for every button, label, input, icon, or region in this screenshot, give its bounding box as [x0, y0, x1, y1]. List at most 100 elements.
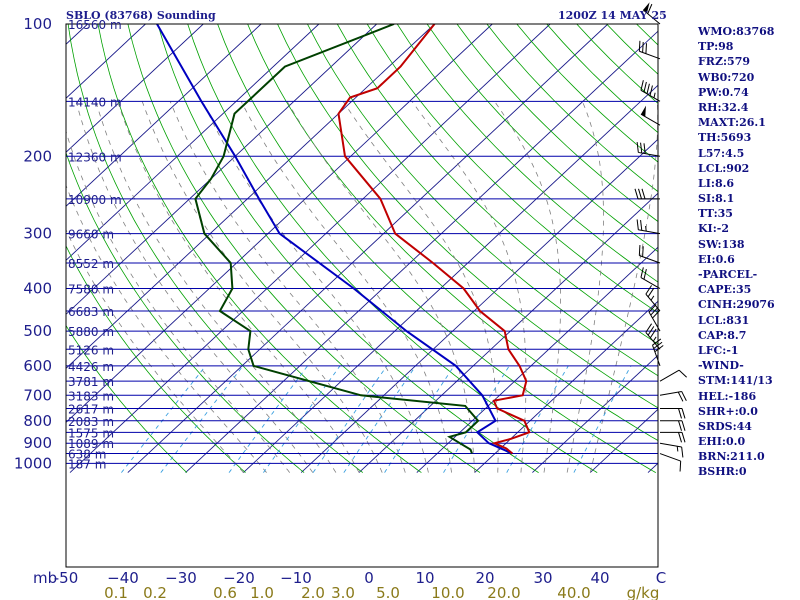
wind-barb-feather — [647, 287, 655, 298]
wind-barb-feather — [643, 143, 646, 154]
wind-barb-feather — [636, 219, 639, 230]
dry-adiabat-line — [366, 24, 658, 314]
temperature-tick-label: -50 — [54, 569, 79, 587]
isotherm-line — [416, 246, 658, 473]
wind-barb-feather — [647, 3, 653, 14]
height-label: 638 m — [68, 448, 106, 462]
wind-barb-feather — [638, 245, 641, 256]
mixing-ratio-line — [573, 365, 632, 473]
isotherm-line — [532, 354, 658, 473]
index-entry: RH:32.4 — [698, 100, 749, 114]
mixing-ratio-line — [228, 365, 308, 473]
isotherm-line — [69, 24, 551, 473]
temperature-tick-label: 20 — [475, 569, 494, 587]
pressure-tick-label: 500 — [23, 322, 52, 340]
height-label: 1575 m — [68, 426, 114, 440]
isotherm-line — [66, 24, 262, 207]
mixing-ratio-line — [443, 365, 510, 473]
wind-barb-feather — [677, 391, 684, 402]
wind-barb-staff — [639, 255, 661, 264]
station-title: SBLO (83768) Sounding — [66, 9, 216, 22]
height-label: 1089 m — [68, 437, 114, 451]
mixing-ratio-tick-label: 0.2 — [143, 584, 167, 600]
wind-barb — [634, 188, 660, 200]
isotherm-line — [66, 24, 435, 369]
wind-barb — [640, 105, 661, 126]
wind-barb-feather — [679, 461, 682, 472]
height-label: 5126 m — [68, 343, 114, 357]
index-entry: MAXT:26.1 — [698, 116, 766, 130]
mixing-ratio-line — [121, 365, 207, 473]
wind-barb-feather — [645, 323, 653, 333]
index-entry: WMO:83768 — [698, 25, 775, 38]
wind-barb-feather — [634, 188, 639, 199]
dry-adiabat-line — [307, 24, 658, 377]
wind-barb-feather — [643, 268, 647, 280]
parcel-trace — [156, 24, 513, 455]
height-label: 14140 m — [68, 95, 122, 109]
index-entry: CINH:29076 — [698, 298, 775, 312]
dry-adiabat-line — [66, 245, 246, 473]
wind-barb — [659, 390, 687, 402]
index-entry: EHI:0.0 — [698, 435, 746, 449]
wind-barb — [652, 338, 664, 367]
wind-barb-feather — [638, 40, 641, 52]
isotherm-line — [243, 84, 658, 473]
pressure-tick-label: 1000 — [14, 454, 52, 472]
index-entry: BSHR:0 — [698, 465, 747, 479]
index-entry: -WIND- — [698, 359, 744, 373]
wind-barb-staff — [659, 390, 682, 396]
wind-barb-staff — [659, 369, 680, 382]
wind-barb — [636, 142, 661, 157]
wind-barb-feather — [640, 80, 644, 91]
wind-barb-feather — [643, 81, 647, 93]
isotherm-line — [127, 24, 609, 473]
wind-barbs — [634, 2, 687, 472]
background-grid — [66, 24, 658, 567]
isotherm-line — [66, 24, 320, 261]
wind-barb-feather — [638, 188, 642, 199]
height-label: 12360 m — [68, 150, 122, 164]
wind-barb-feather — [678, 408, 682, 419]
wind-barb — [645, 285, 661, 312]
wind-barb — [659, 453, 682, 472]
height-label: 10900 m — [68, 193, 122, 207]
mixing-ratio-line — [506, 365, 569, 473]
wind-barb-staff — [638, 151, 661, 157]
height-label: 3183 m — [68, 389, 114, 403]
wind-barb-feather — [650, 307, 659, 316]
dewpoint-trace — [194, 24, 480, 454]
mixing-ratio-tick-label: 40.0 — [557, 584, 590, 600]
height-label: 9660 m — [68, 228, 114, 242]
index-entry: TT:35 — [698, 207, 733, 221]
wind-barb-feather — [678, 420, 682, 431]
wind-barb — [636, 219, 661, 235]
dry-adiabat-line — [336, 24, 658, 345]
height-label: 4426 m — [68, 360, 114, 374]
mixing-ratio-tick-label: 5.0 — [376, 584, 400, 600]
wind-barb-feather — [646, 83, 650, 94]
mixing-ratio-line — [343, 365, 417, 473]
wind-barb-feather — [652, 338, 662, 346]
wind-barb — [648, 304, 661, 332]
dry-adiabat-line — [217, 24, 656, 473]
index-entry: FRZ:579 — [698, 55, 751, 69]
pressure-tick-label: 700 — [23, 386, 52, 404]
temperature-tick-label: −30 — [165, 569, 197, 587]
wind-barb-feather — [642, 42, 644, 53]
mixing-ratio-tick-label: 3.0 — [331, 584, 355, 600]
wind-barb-feather — [681, 408, 686, 419]
temperature-tick-label: −10 — [280, 569, 312, 587]
height-label: 16560 m — [68, 18, 122, 32]
index-entry: WB0:720 — [698, 70, 755, 84]
isotherm-line — [474, 300, 658, 473]
index-entry: TP:98 — [698, 40, 734, 54]
index-entry: SI:8.1 — [698, 192, 735, 206]
dry-adiabat-line — [66, 324, 188, 473]
wind-barb-feather — [678, 432, 682, 443]
wind-barb-feather — [649, 85, 653, 96]
height-label: 8552 m — [68, 257, 114, 271]
temperature-tick-label: 40 — [590, 569, 609, 587]
